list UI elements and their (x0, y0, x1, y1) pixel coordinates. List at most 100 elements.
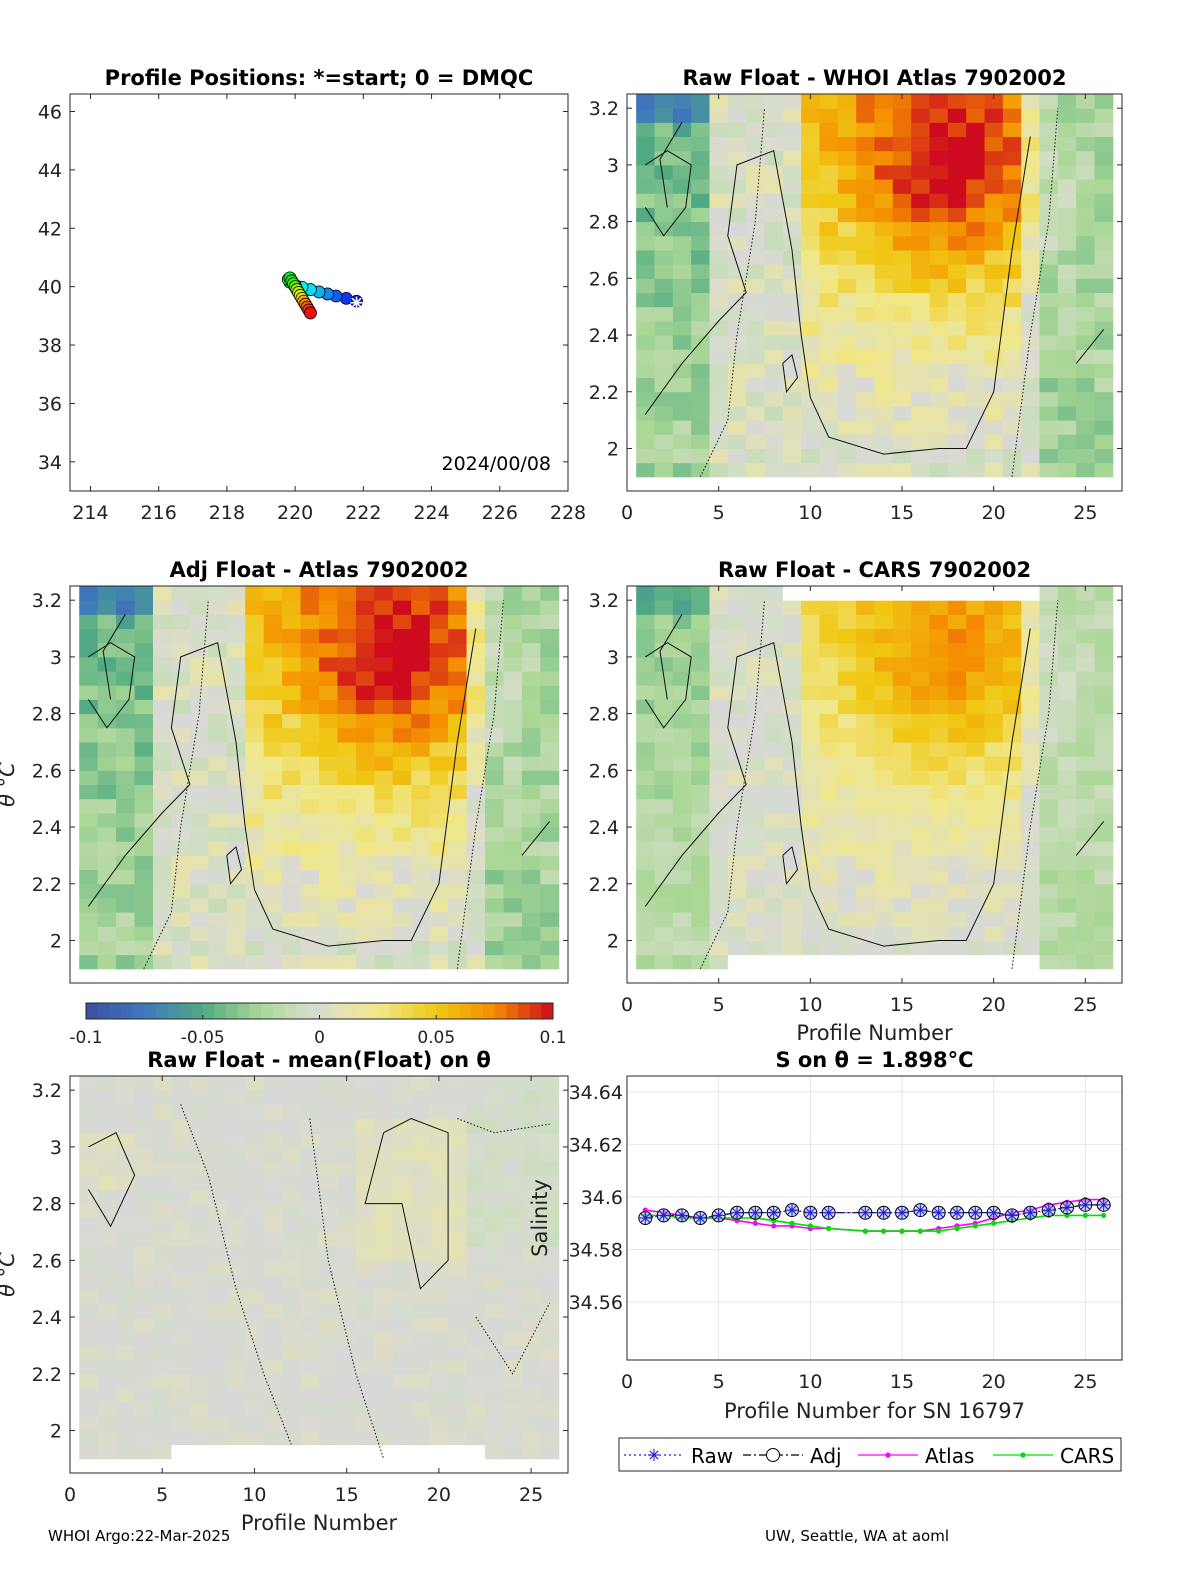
heatmap-cell (801, 122, 820, 138)
heatmap-cell (746, 235, 765, 251)
heatmap-cell (503, 954, 523, 970)
heatmap-cell (448, 1402, 468, 1417)
heatmap-cell (1021, 164, 1040, 180)
heatmap-cell (521, 1175, 541, 1190)
heatmap-cell (503, 1444, 523, 1460)
heatmap-cell (727, 841, 747, 856)
heatmap-cell (282, 1373, 302, 1389)
heatmap-cell (116, 642, 136, 658)
heatmap-cell (764, 869, 784, 885)
heatmap-cell (116, 940, 136, 956)
heatmap-cell (856, 671, 875, 686)
heatmap-cell (727, 150, 747, 166)
heatmap-cell (392, 770, 412, 785)
heatmap-cell (929, 122, 949, 138)
heatmap-cell (245, 1402, 265, 1417)
heatmap-cell (892, 940, 912, 956)
heatmap-cell (911, 770, 930, 785)
contour-line (87, 628, 477, 947)
heatmap-cell (97, 1090, 117, 1105)
heatmap-cell (1057, 391, 1077, 407)
heatmap-cell (1021, 320, 1040, 336)
heatmap-cell (448, 883, 468, 899)
heatmap-cell (654, 756, 674, 771)
heatmap-cell (947, 926, 967, 941)
y-tick-label: 2.6 (32, 760, 62, 782)
heatmap-cell (503, 741, 523, 757)
heatmap-cell (429, 1302, 449, 1318)
heatmap-cell (856, 741, 875, 757)
heatmap-cell (966, 671, 985, 686)
heatmap-cell (1076, 642, 1095, 658)
heatmap-cell (636, 207, 655, 223)
heatmap-cell (1057, 306, 1077, 322)
heatmap-cell (892, 193, 912, 208)
heatmap-cell (636, 713, 655, 729)
heatmap-cell (874, 320, 894, 336)
heatmap-cell (300, 954, 320, 970)
heatmap-cell (966, 405, 985, 421)
heatmap-cell (837, 784, 857, 800)
heatmap-cell (208, 1090, 228, 1105)
heatmap-cell (911, 448, 930, 464)
heatmap-cell (392, 1175, 412, 1190)
heatmap-cell (171, 940, 191, 956)
heatmap-cell (79, 912, 99, 927)
heatmap-cell (411, 1260, 431, 1275)
heatmap-cell (929, 741, 949, 757)
heatmap-cell (540, 954, 560, 970)
heatmap-cell (837, 756, 857, 771)
heatmap-cell (654, 642, 674, 658)
heatmap-cell (392, 685, 412, 700)
heatmap-cell (282, 1161, 302, 1176)
y-axis-label: Salinity (528, 1179, 552, 1257)
heatmap-cell (282, 1231, 302, 1247)
colorbar-segment (214, 1003, 227, 1019)
heatmap-cell (411, 954, 431, 970)
contour-line (1075, 329, 1105, 364)
heatmap-cell (226, 883, 246, 899)
heatmap-cell (411, 756, 431, 771)
y-tick-label: 2.2 (32, 1364, 62, 1386)
heatmap-cell (929, 235, 949, 251)
heatmap-cell (911, 221, 930, 237)
data-point-cars (936, 1228, 942, 1234)
heatmap-cell (764, 179, 784, 194)
heatmap-cell (134, 869, 154, 885)
heatmap-cell (856, 897, 875, 913)
x-tick-label: 10 (798, 1371, 822, 1393)
heatmap-cell (1094, 756, 1114, 771)
heatmap-cell (837, 221, 857, 237)
heatmap-cell (929, 306, 949, 322)
heatmap-cell (392, 1118, 412, 1134)
heatmap-cell (429, 1132, 449, 1148)
heatmap-cell (709, 462, 729, 478)
heatmap-cell (374, 614, 394, 630)
heatmap-cell (801, 727, 820, 743)
heatmap-cell (540, 713, 560, 729)
heatmap-cell (837, 306, 857, 322)
heatmap-cell (782, 812, 802, 828)
heatmap-cell (153, 1118, 172, 1134)
heatmap-cell (856, 405, 875, 421)
x-tick-label: 15 (890, 994, 914, 1016)
heatmap-cell (226, 1302, 246, 1318)
heatmap-cell (672, 642, 692, 658)
heatmap-cell (856, 179, 875, 194)
colorbar-segment (191, 1003, 204, 1019)
heatmap-cell (691, 656, 710, 672)
heatmap-cell (411, 1217, 431, 1233)
heatmap-cell (1094, 405, 1114, 421)
heatmap-cell (1057, 827, 1077, 842)
heatmap-cell (245, 841, 265, 856)
heatmap-cell (1002, 349, 1022, 364)
heatmap-cell (355, 727, 375, 743)
heatmap-cell (374, 586, 394, 601)
heatmap-cell (189, 812, 209, 828)
heatmap-cell (1076, 221, 1095, 237)
heatmap-cell (654, 940, 674, 956)
heatmap-cell (1021, 685, 1040, 700)
heatmap-cell (448, 897, 468, 913)
heatmap-cell (116, 770, 136, 785)
